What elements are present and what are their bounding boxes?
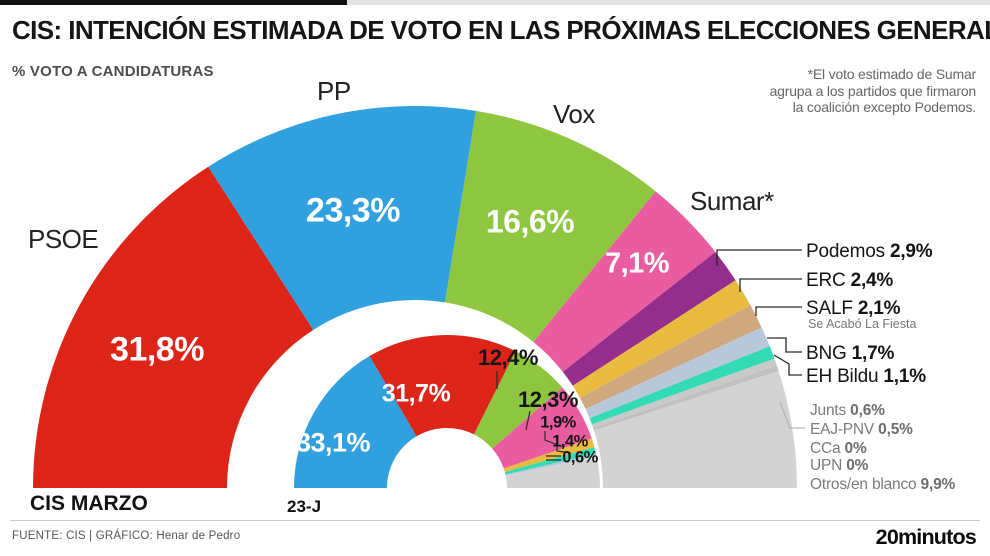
slice-outer-psoe (33, 166, 314, 488)
legend-row-junts: Junts 0,6% (810, 402, 885, 420)
outer-value-pp: 23,3% (306, 191, 400, 230)
leader-inner-sumar (525, 410, 531, 431)
slice-outer-bng (585, 327, 770, 419)
footnote-line-3: la coalición excepto Podemos. (792, 99, 977, 115)
leader-lines (496, 249, 805, 461)
leader-salf (755, 306, 802, 316)
slice-outer-pp (208, 105, 476, 330)
page-title: CIS: INTENCIÓN ESTIMADA DE VOTO EN LAS P… (12, 15, 990, 45)
legend-value-otros: 9,9% (920, 476, 956, 493)
legend-row-salf: SALF 2,1% (806, 298, 901, 320)
leader-erc (739, 278, 802, 292)
legend-row-eh-bildu: EH Bildu 1,1% (806, 366, 926, 388)
outer-label-vox: Vox (553, 99, 595, 129)
legend-value-junts: 0,6% (850, 402, 885, 419)
legend-name-eh-bildu: EH Bildu (806, 366, 879, 387)
leader-inner-bildu (556, 444, 572, 454)
footnote-line-1: *El voto estimado de Sumar (807, 66, 977, 82)
slice-outer-junts (591, 358, 777, 428)
chart-subtitle: % VOTO A CANDIDATURAS (12, 63, 214, 80)
leader-inner-bng (546, 455, 561, 461)
legend-row-upn: UPN 0% (810, 457, 868, 475)
outer-value-psoe: 31,8% (110, 330, 204, 369)
slice-outer-podemos (562, 251, 736, 386)
slice-inner-erc (503, 438, 595, 472)
legend-name-junts: Junts (810, 402, 847, 419)
slice-inner-pp (294, 356, 417, 488)
legend-value-bng: 1,7% (851, 343, 895, 364)
legend-value-cca: 0% (844, 440, 867, 457)
legend-row-podemos: Podemos 2,9% (806, 241, 933, 263)
inner-value-pp: 33,1% (295, 427, 371, 458)
legend-name-salf: SALF (806, 298, 853, 319)
legend-row-erc: ERC 2,4% (806, 270, 893, 292)
inner-value-erc: 1,9% (540, 413, 576, 432)
legend-value-eh-bildu: 1,1% (883, 366, 926, 387)
ring-tag-23j: 23-J (287, 497, 322, 516)
outer-value-vox: 16,6% (485, 203, 575, 240)
legend-sublabel-salf: Se Acabó La Fiesta (808, 317, 917, 331)
slice-outer-eh-bildu (589, 346, 775, 425)
legend-name-otros: Otros/en blanco (810, 476, 917, 493)
brand-logo: 20minutos (875, 525, 977, 549)
legend-name-cca: CCa (810, 440, 841, 457)
outer-value-sumar: 7,1% (604, 247, 670, 280)
slice-inner-eh-bildu (504, 447, 597, 475)
leader-eaj-pnv (779, 401, 805, 429)
legend-value-salf: 2,1% (857, 298, 901, 319)
footer-divider (10, 520, 980, 521)
leader-bng (767, 337, 802, 353)
slice-inner-psoe (369, 334, 516, 437)
inner-ring-leaders (496, 371, 572, 461)
outer-label-sumar: Sumar* (690, 186, 774, 216)
leader-eh-bildu (773, 354, 802, 376)
legend-name-eaj-pnv: EAJ-PNV (810, 421, 875, 438)
outer-label-pp: PP (317, 76, 351, 106)
leader-podemos (716, 249, 802, 266)
outer-label-psoe: PSOE (28, 224, 99, 254)
footnote-sumar: *El voto estimado de Sumar agrupa a los … (769, 66, 977, 116)
progress-bar-track (0, 0, 990, 5)
legend-value-upn: 0% (846, 457, 869, 474)
slice-outer-vox (444, 110, 656, 343)
legend-row-cca: CCa 0% (810, 440, 867, 458)
inner-value-sumar: 12,3% (518, 387, 578, 412)
inner-value-bng: 0,6% (562, 448, 598, 467)
slice-outer-sumar- (533, 191, 716, 372)
progress-bar-fill (0, 0, 347, 5)
legend-name-podemos: Podemos (806, 241, 885, 262)
legend-row-eaj-pnv: EAJ-PNV 0,5% (810, 421, 913, 439)
legend-name-upn: UPN (810, 457, 843, 474)
slice-inner-otros-en-blanco (505, 456, 600, 488)
footnote-line-2: agrupa a los partidos que firmaron (769, 82, 977, 99)
legend-value-erc: 2,4% (850, 270, 894, 291)
slice-outer-salf (580, 305, 762, 410)
legend-row-otros: Otros/en blanco 9,9% (810, 476, 955, 494)
legend-value-podemos: 2,9% (889, 241, 933, 262)
slice-outer-erc (572, 280, 751, 398)
slice-outer-otros-en-blanco (593, 371, 797, 488)
slice-inner-sumar (492, 387, 592, 469)
slice-inner-vox (473, 351, 563, 449)
inner-value-vox: 12,4% (478, 345, 538, 370)
slice-inner-bng (505, 453, 597, 476)
inner-value-psoe: 31,7% (381, 379, 451, 408)
legend-name-bng: BNG (806, 343, 847, 364)
legend-row-bng: BNG 1,7% (806, 343, 894, 365)
source-credit: FUENTE: CIS | GRÁFICO: Henar de Pedro (12, 530, 241, 542)
legend-value-eaj-pnv: 0,5% (878, 421, 913, 438)
legend-name-erc: ERC (806, 270, 846, 291)
inner-value-bildu: 1,4% (552, 432, 588, 451)
slice-outer-eaj-pnv (593, 365, 779, 431)
ring-tag-cis-marzo: CIS MARZO (30, 492, 148, 515)
